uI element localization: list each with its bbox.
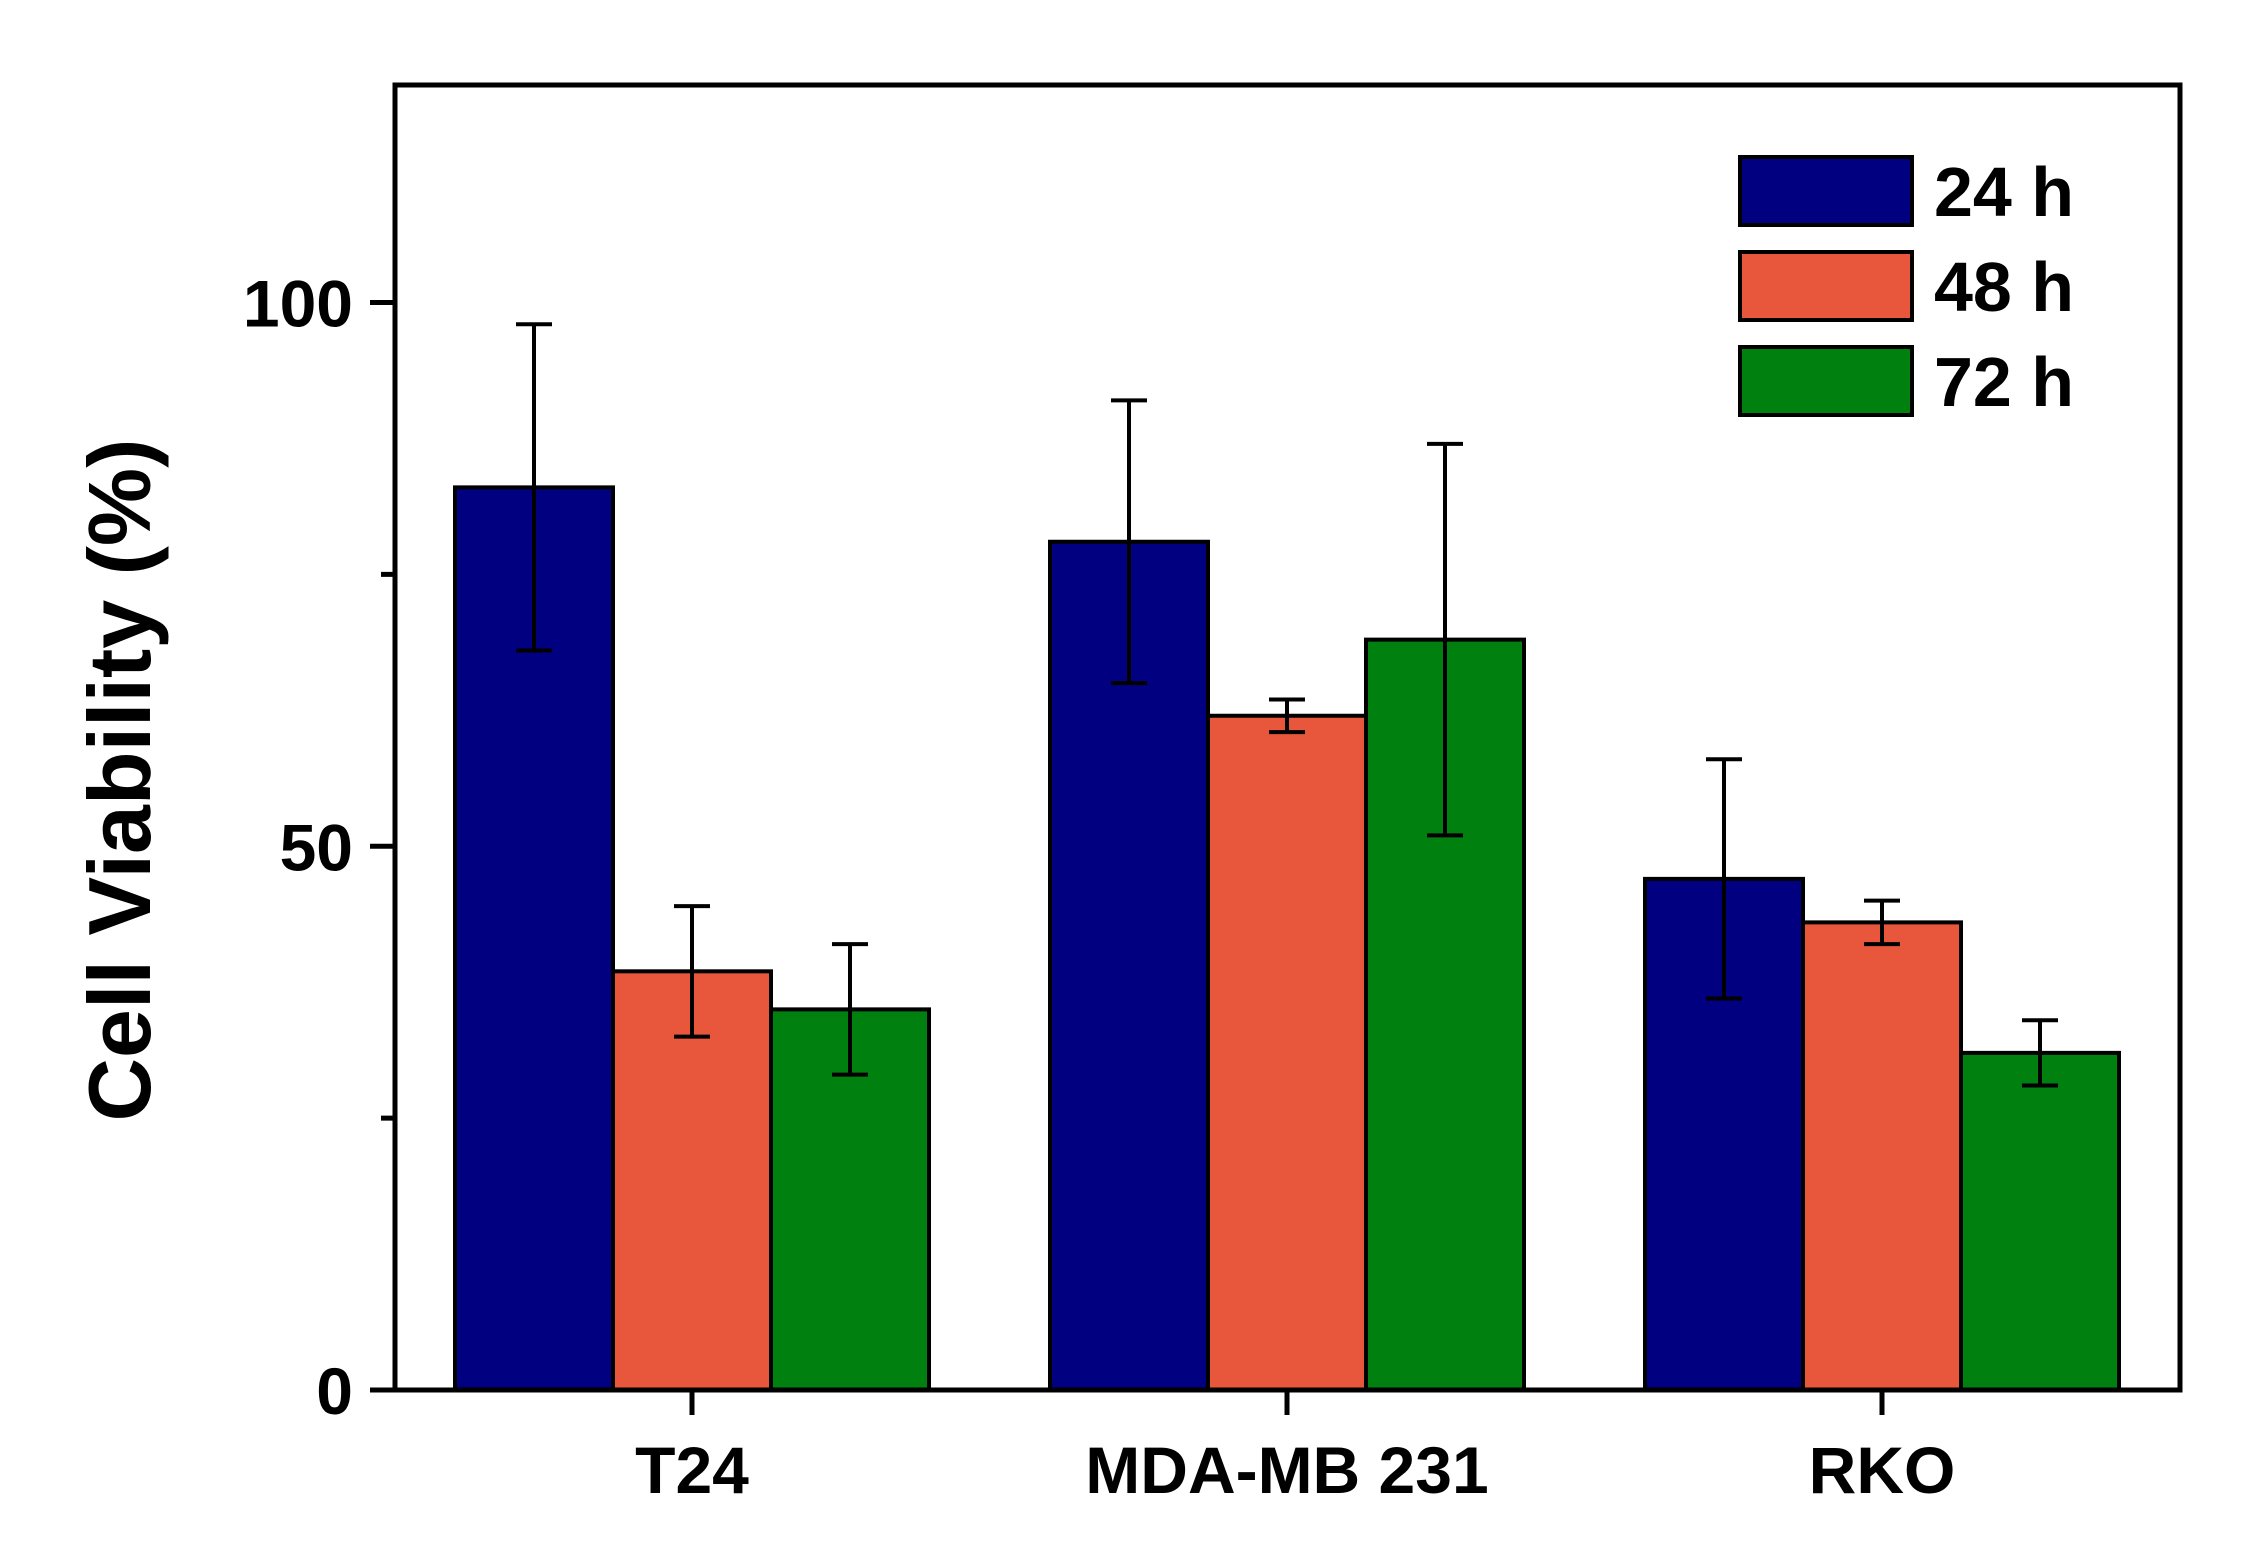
error-bar: [1706, 757, 1742, 1001]
x-tick-label: RKO: [1809, 1433, 1956, 1507]
x-tick-label: T24: [635, 1433, 749, 1507]
error-bar: [832, 942, 868, 1077]
error-bar: [674, 904, 710, 1039]
y-tick-label: 0: [316, 1354, 353, 1428]
legend-label: 72 h: [1934, 343, 2074, 421]
legend-swatch: [1738, 155, 1914, 227]
y-tick-label: 100: [243, 267, 353, 341]
bar-t24-48h: [611, 969, 773, 1392]
error-bars-layer: [516, 322, 2058, 1088]
error-bar: [1427, 441, 1463, 838]
legend-label: 48 h: [1934, 248, 2074, 326]
legend-item: 48 h: [1738, 248, 2074, 326]
axes-layer: T24 MDA-MB 231 RKO 0 50 100: [243, 267, 1955, 1508]
y-axis-label: Cell Viability (%): [70, 439, 169, 1122]
bar-rko-48h: [1801, 920, 1963, 1392]
legend-item: 72 h: [1738, 343, 2074, 421]
y-tick-label: 50: [280, 810, 353, 884]
legend-swatch: [1738, 250, 1914, 322]
bar-rko-72h: [1959, 1050, 2121, 1392]
bars-layer: [453, 485, 2121, 1392]
x-tick-label: MDA-MB 231: [1085, 1433, 1488, 1507]
bar-mda-mb-231-48h: [1206, 713, 1368, 1392]
legend: 24 h 48 h 72 h: [1738, 153, 2074, 421]
error-bar: [1111, 398, 1147, 686]
legend-item: 24 h: [1738, 153, 2074, 231]
error-bar: [516, 322, 552, 653]
error-bar: [1269, 697, 1305, 735]
error-bar: [1864, 898, 1900, 947]
legend-swatch: [1738, 345, 1914, 417]
legend-label: 24 h: [1934, 153, 2074, 231]
error-bar: [2022, 1018, 2058, 1088]
